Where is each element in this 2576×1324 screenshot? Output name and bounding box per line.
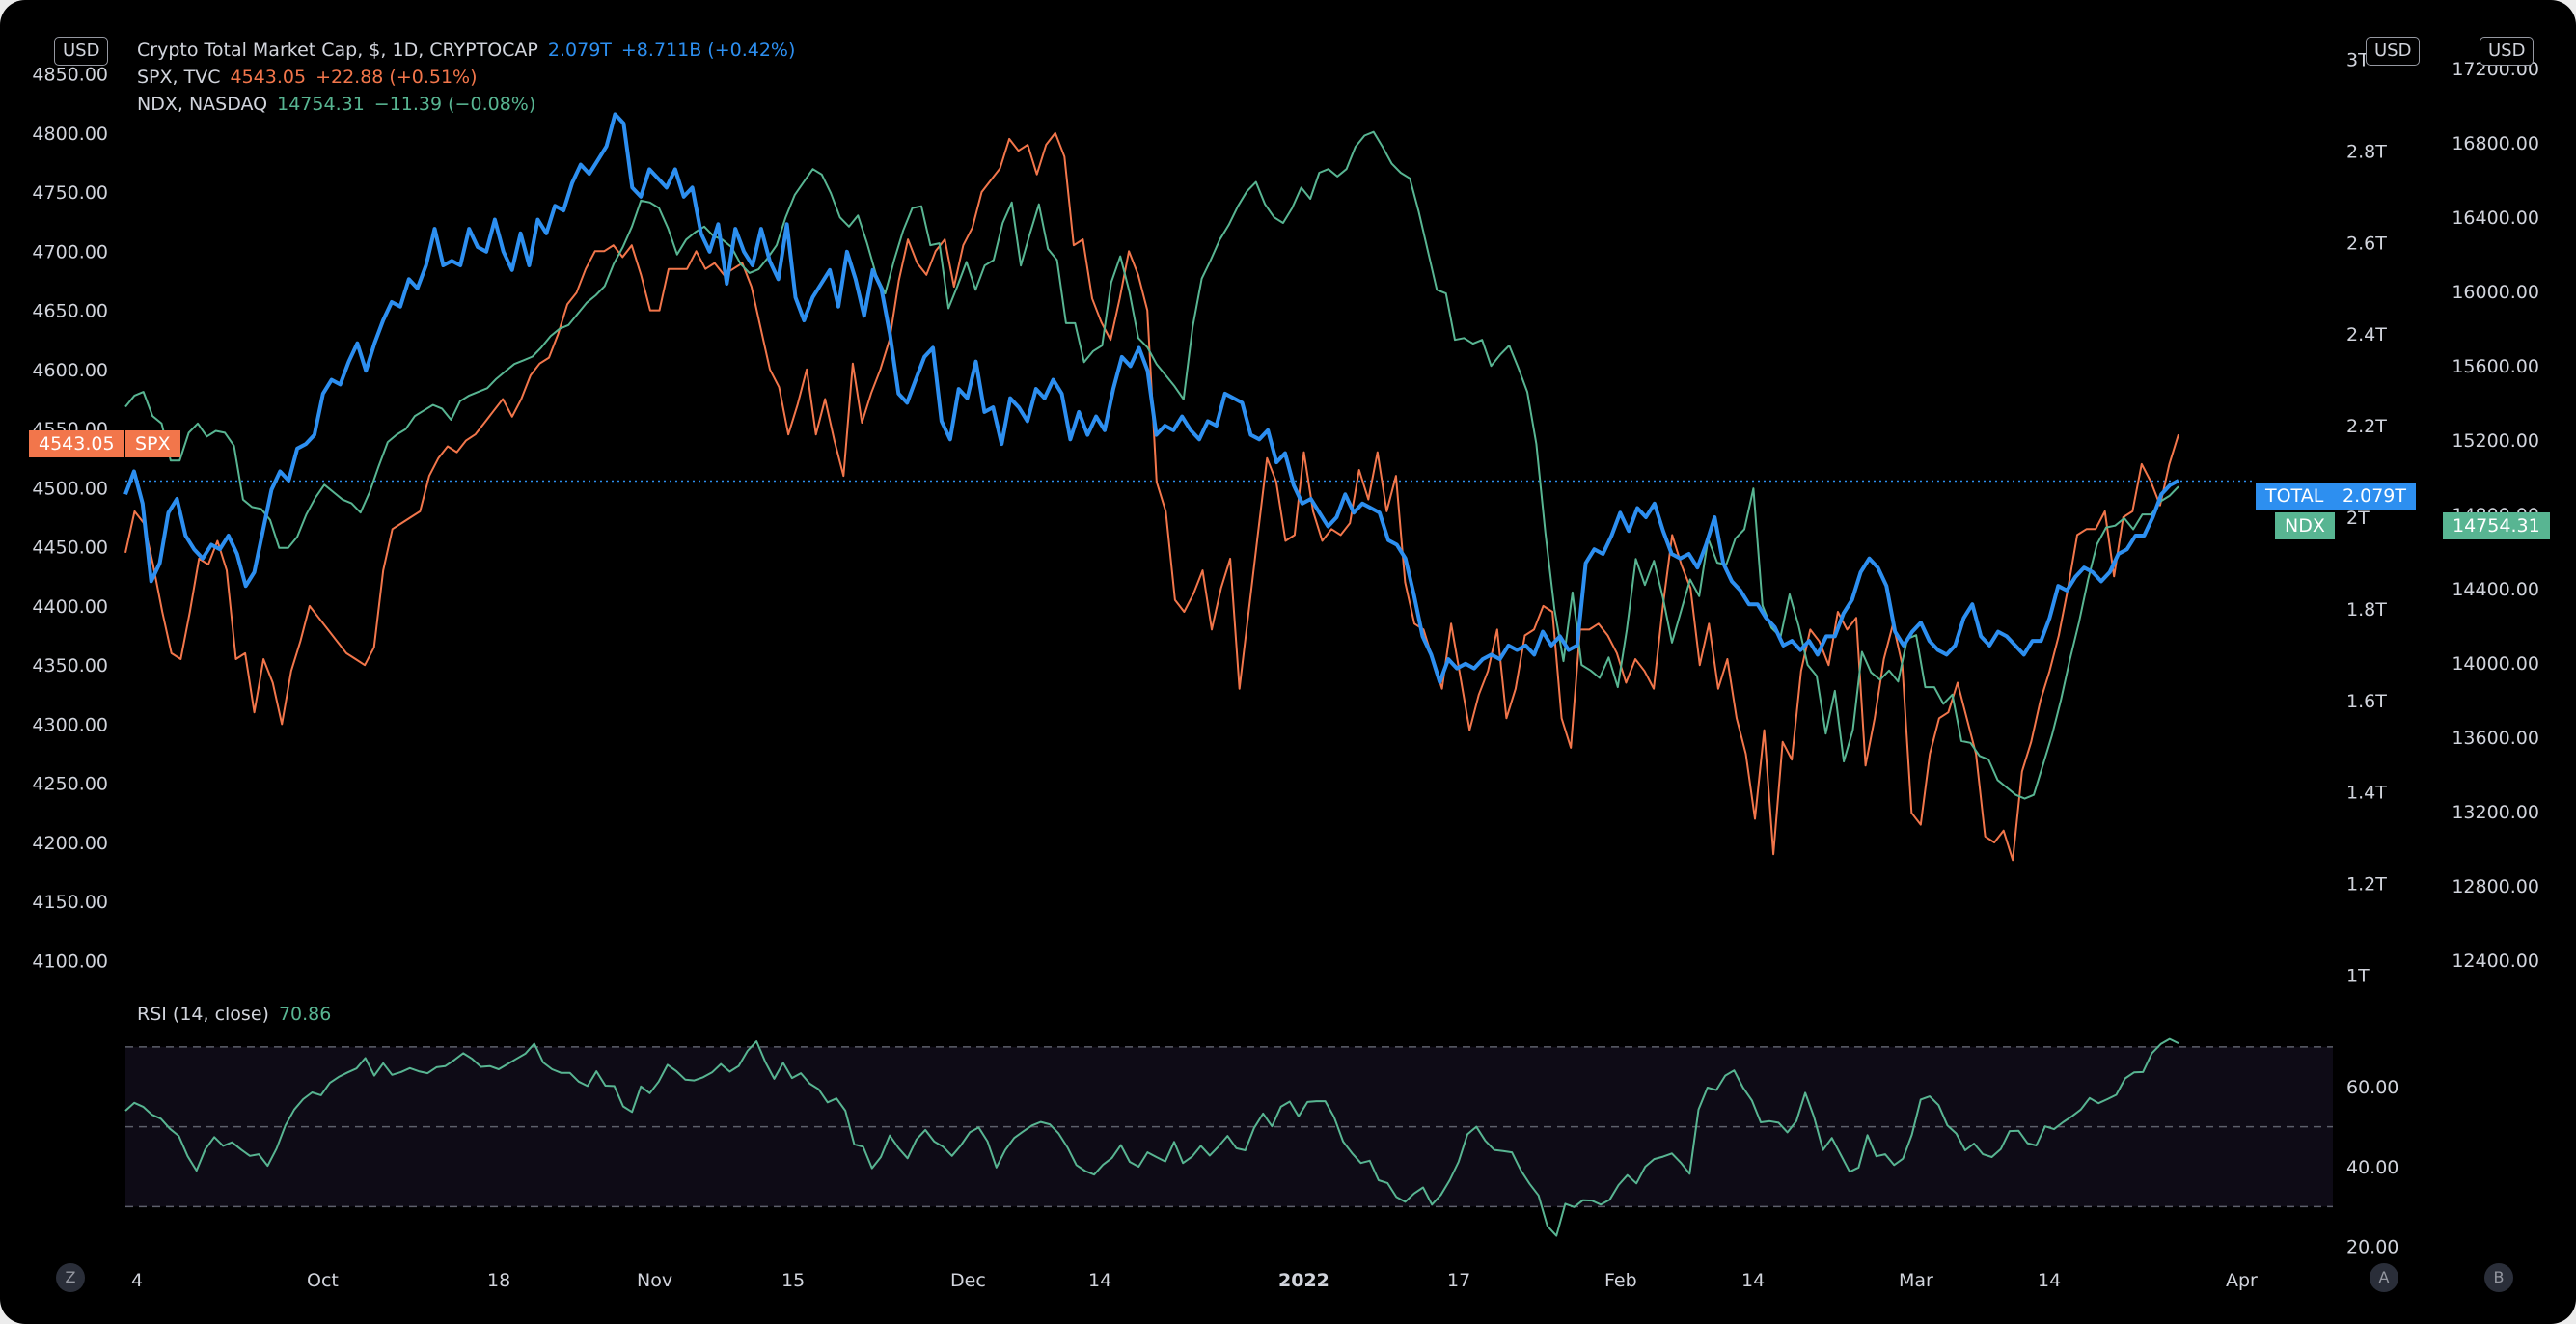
right-axis-tick: 13200.00 [2452, 802, 2539, 823]
legend-total-change: +8.711B (+0.42%) [621, 40, 796, 61]
x-axis-tick: Feb [1604, 1270, 1637, 1291]
legend-spx-value: 4543.05 [230, 67, 306, 88]
left-axis-tick: 4750.00 [32, 182, 108, 204]
rsi-axis-tick: 20.00 [2346, 1237, 2398, 1258]
right-axis-tick: 16000.00 [2452, 282, 2539, 303]
legend-total-name: Crypto Total Market Cap, $, 1D, CRYPTOCA… [137, 40, 538, 61]
right-axis-tick: 14400.00 [2452, 579, 2539, 600]
legend-ndx-change: −11.39 (−0.08%) [374, 94, 535, 115]
mid-currency-button[interactable]: USD [2366, 37, 2420, 66]
left-axis-tick: 4700.00 [32, 241, 108, 262]
series-line-mid [125, 114, 2179, 681]
right-axis-tick: 12800.00 [2452, 876, 2539, 897]
left-axis-tick: 4600.00 [32, 360, 108, 381]
right-axis-tick: 15200.00 [2452, 430, 2539, 452]
right-axis-tick: 14000.00 [2452, 653, 2539, 675]
right-axis-tick: 13600.00 [2452, 728, 2539, 749]
right-currency-button[interactable]: USD [2480, 37, 2534, 66]
legend-ndx-value: 14754.31 [277, 94, 365, 115]
left-axis-tick: 4450.00 [32, 538, 108, 559]
auto-scale-button[interactable]: A [2370, 1263, 2398, 1292]
left-axis-tick: 4850.00 [32, 65, 108, 86]
mid-axis-tick: 1.8T [2346, 599, 2387, 621]
total-label-tag: TOTAL [2256, 483, 2333, 510]
x-axis-tick: 14 [2038, 1270, 2061, 1291]
total-value-tag: 2.079T [2333, 483, 2416, 510]
x-axis-tick: 14 [1088, 1270, 1111, 1291]
legend-ndx-name: NDX, NASDAQ [137, 94, 267, 115]
mid-axis-tick: 2.4T [2346, 324, 2387, 345]
mid-axis-tick: 2.6T [2346, 233, 2387, 254]
legend-rsi-name: RSI (14, close) [137, 1004, 269, 1025]
x-axis-tick: 15 [781, 1270, 805, 1291]
x-axis-tick: 2022 [1278, 1270, 1329, 1291]
left-axis-tick: 4300.00 [32, 714, 108, 735]
spx-label-tag: SPX [125, 430, 180, 457]
mid-axis-tick: 1.2T [2346, 874, 2387, 896]
mid-axis-tick: 1.6T [2346, 691, 2387, 712]
left-axis-tick: 4250.00 [32, 774, 108, 795]
left-axis-tick: 4200.00 [32, 833, 108, 854]
zoom-button[interactable]: Z [56, 1263, 85, 1292]
mid-axis-tick: 2T [2346, 508, 2370, 529]
right-axis-tick: 16800.00 [2452, 133, 2539, 154]
spx-value-tag: 4543.05 [29, 430, 124, 457]
legend-spx: SPX, TVC 4543.05 +22.88 (+0.51%) [137, 64, 487, 91]
legend-total: Crypto Total Market Cap, $, 1D, CRYPTOCA… [137, 37, 805, 64]
left-currency-button[interactable]: USD [54, 37, 108, 66]
x-axis-tick: 17 [1447, 1270, 1470, 1291]
legend-rsi-value: 70.86 [279, 1004, 331, 1025]
legend-total-value: 2.079T [548, 40, 612, 61]
x-axis-tick: Oct [307, 1270, 339, 1291]
legend-spx-name: SPX, TVC [137, 67, 220, 88]
legend-rsi: RSI (14, close) 70.86 [137, 1001, 341, 1028]
rsi-axis-tick: 40.00 [2346, 1157, 2398, 1178]
legend-ndx: NDX, NASDAQ 14754.31 −11.39 (−0.08%) [137, 91, 545, 118]
x-axis-tick: 18 [487, 1270, 510, 1291]
x-axis-tick: Dec [950, 1270, 986, 1291]
right-axis-tick: 12400.00 [2452, 951, 2539, 972]
right-axis-tick: 15600.00 [2452, 356, 2539, 377]
mid-axis-tick: 1.4T [2346, 783, 2387, 804]
mid-axis-tick: 2.8T [2346, 141, 2387, 162]
mid-axis-tick: 2.2T [2346, 416, 2387, 437]
legend-spx-change: +22.88 (+0.51%) [315, 67, 477, 88]
left-axis-tick: 4400.00 [32, 596, 108, 618]
mid-axis-tick: 1T [2346, 966, 2370, 987]
rsi-axis-tick: 60.00 [2346, 1077, 2398, 1098]
right-axis-tick: 16400.00 [2452, 207, 2539, 229]
left-axis-tick: 4800.00 [32, 124, 108, 145]
x-axis-tick: Mar [1899, 1270, 1933, 1291]
left-axis-tick: 4150.00 [32, 892, 108, 913]
left-axis-tick: 4350.00 [32, 655, 108, 676]
scale-both-button[interactable]: B [2484, 1263, 2513, 1292]
x-axis-tick: 4 [131, 1270, 143, 1291]
ndx-value-tag: 14754.31 [2443, 512, 2550, 539]
ndx-label-tag: NDX [2275, 512, 2335, 539]
x-axis-tick: Nov [637, 1270, 672, 1291]
left-axis-tick: 4500.00 [32, 478, 108, 499]
x-axis-tick: Apr [2226, 1270, 2258, 1291]
left-axis-tick: 4650.00 [32, 301, 108, 322]
left-axis-tick: 4100.00 [32, 951, 108, 972]
x-axis-tick: 14 [1741, 1270, 1765, 1291]
